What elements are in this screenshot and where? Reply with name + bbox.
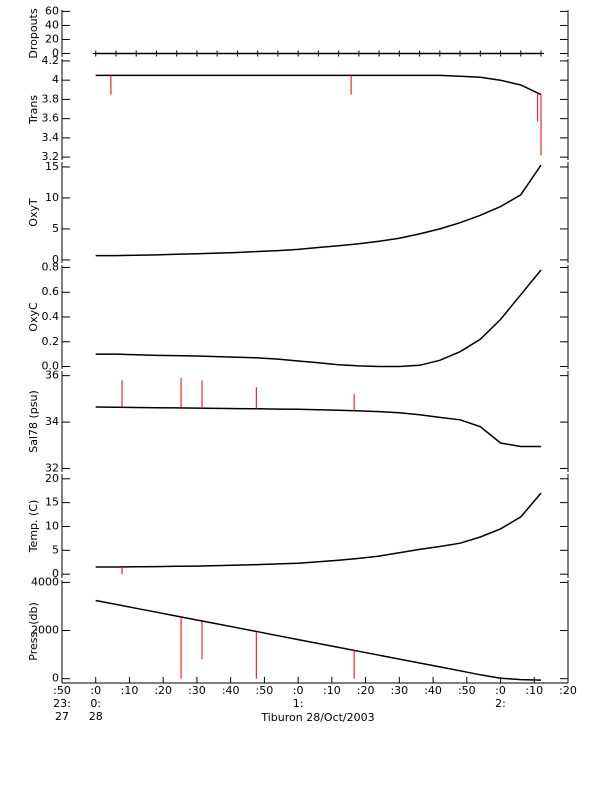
y-tick-label: 0.8 — [42, 260, 60, 273]
data-line — [95, 406, 541, 448]
data-marker — [274, 50, 281, 57]
data-marker — [173, 50, 180, 57]
y-tick-label: 3.2 — [42, 150, 60, 163]
y-tick-label: 2000 — [31, 624, 59, 637]
y-axis-label: Trans — [27, 95, 40, 125]
data-line — [95, 269, 542, 368]
data-marker — [376, 50, 383, 57]
data-line — [95, 599, 542, 681]
y-tick-label: 32 — [45, 462, 59, 475]
y-tick-label: 0 — [52, 46, 59, 59]
x-tick-label: :40 — [222, 684, 240, 697]
data-marker — [234, 50, 241, 57]
y-tick-label: 40 — [45, 18, 59, 31]
data-marker — [538, 50, 545, 57]
y-tick-label: 0 — [52, 253, 59, 266]
y-tick-label: 0.6 — [42, 285, 60, 298]
x-tick-label: :50 — [458, 684, 476, 697]
data-marker — [355, 50, 362, 57]
y-axis-label: OxyC — [27, 302, 40, 332]
y-tick-label: 20 — [45, 472, 59, 485]
hour-label: 1: — [293, 697, 304, 710]
data-marker — [92, 50, 99, 57]
data-marker — [396, 50, 403, 57]
hour-label: 0: — [90, 697, 101, 710]
hour-label: 2: — [495, 697, 506, 710]
y-axis-label: Temp. (C) — [27, 500, 40, 554]
x-tick-label: :50 — [256, 684, 274, 697]
data-marker — [153, 50, 160, 57]
x-tick-label: :20 — [559, 684, 577, 697]
y-axis-label: Dropouts — [27, 8, 40, 58]
data-marker — [193, 50, 200, 57]
y-axis-label: Sal78 (psu) — [27, 390, 40, 453]
y-tick-label: 15 — [45, 160, 59, 173]
x-tick-label: :20 — [154, 684, 172, 697]
data-marker — [457, 50, 464, 57]
y-tick-label: 0 — [52, 672, 59, 685]
y-tick-label: 4.2 — [42, 54, 60, 67]
y-tick-label: 34 — [45, 415, 59, 428]
x-tick-label: :0 — [90, 684, 101, 697]
x-tick-label: :50 — [53, 684, 71, 697]
y-tick-label: 10 — [45, 519, 59, 532]
y-tick-label: 15 — [45, 496, 59, 509]
y-axis-label: Press. (db) — [27, 602, 40, 661]
data-marker — [477, 50, 484, 57]
y-tick-label: 20 — [45, 32, 59, 45]
day-label: 28 — [89, 710, 103, 723]
data-line — [95, 74, 542, 96]
y-tick-label: 5 — [52, 543, 59, 556]
y-tick-label: 3.6 — [42, 112, 60, 125]
y-tick-label: 4000 — [31, 575, 59, 588]
y-tick-label: 36 — [45, 369, 59, 382]
x-tick-label: :10 — [525, 684, 543, 697]
x-tick-label: :10 — [323, 684, 341, 697]
x-axis-label: Tiburon 28/Oct/2003 — [260, 711, 374, 724]
hour-label: 23: — [53, 697, 71, 710]
data-marker — [335, 50, 342, 57]
y-tick-label: 10 — [45, 191, 59, 204]
data-marker — [517, 50, 524, 57]
data-marker — [295, 50, 302, 57]
y-tick-label: 0 — [52, 567, 59, 580]
data-line — [95, 492, 542, 568]
data-marker — [315, 50, 322, 57]
data-marker — [436, 50, 443, 57]
data-line — [95, 164, 542, 257]
y-tick-label: 60 — [45, 4, 59, 17]
y-tick-label: 3.4 — [42, 131, 60, 144]
y-tick-label: 0.4 — [42, 310, 60, 323]
x-tick-label: :10 — [121, 684, 139, 697]
data-marker — [214, 50, 221, 57]
y-tick-label: 4 — [52, 73, 59, 86]
x-tick-label: :20 — [357, 684, 375, 697]
x-tick-label: :30 — [390, 684, 408, 697]
x-tick-label: :0 — [495, 684, 506, 697]
y-tick-label: 5 — [52, 222, 59, 235]
day-label: 27 — [55, 710, 69, 723]
data-marker — [133, 50, 140, 57]
data-marker — [497, 50, 504, 57]
y-tick-label: 3.8 — [42, 92, 60, 105]
data-marker — [112, 50, 119, 57]
x-tick-label: :30 — [188, 684, 206, 697]
data-marker — [416, 50, 423, 57]
y-tick-label: 0.0 — [42, 360, 60, 373]
x-tick-label: :0 — [293, 684, 304, 697]
x-tick-label: :40 — [424, 684, 442, 697]
data-marker — [254, 50, 261, 57]
y-tick-label: 0.2 — [42, 335, 60, 348]
y-axis-label: OxyT — [27, 198, 40, 227]
